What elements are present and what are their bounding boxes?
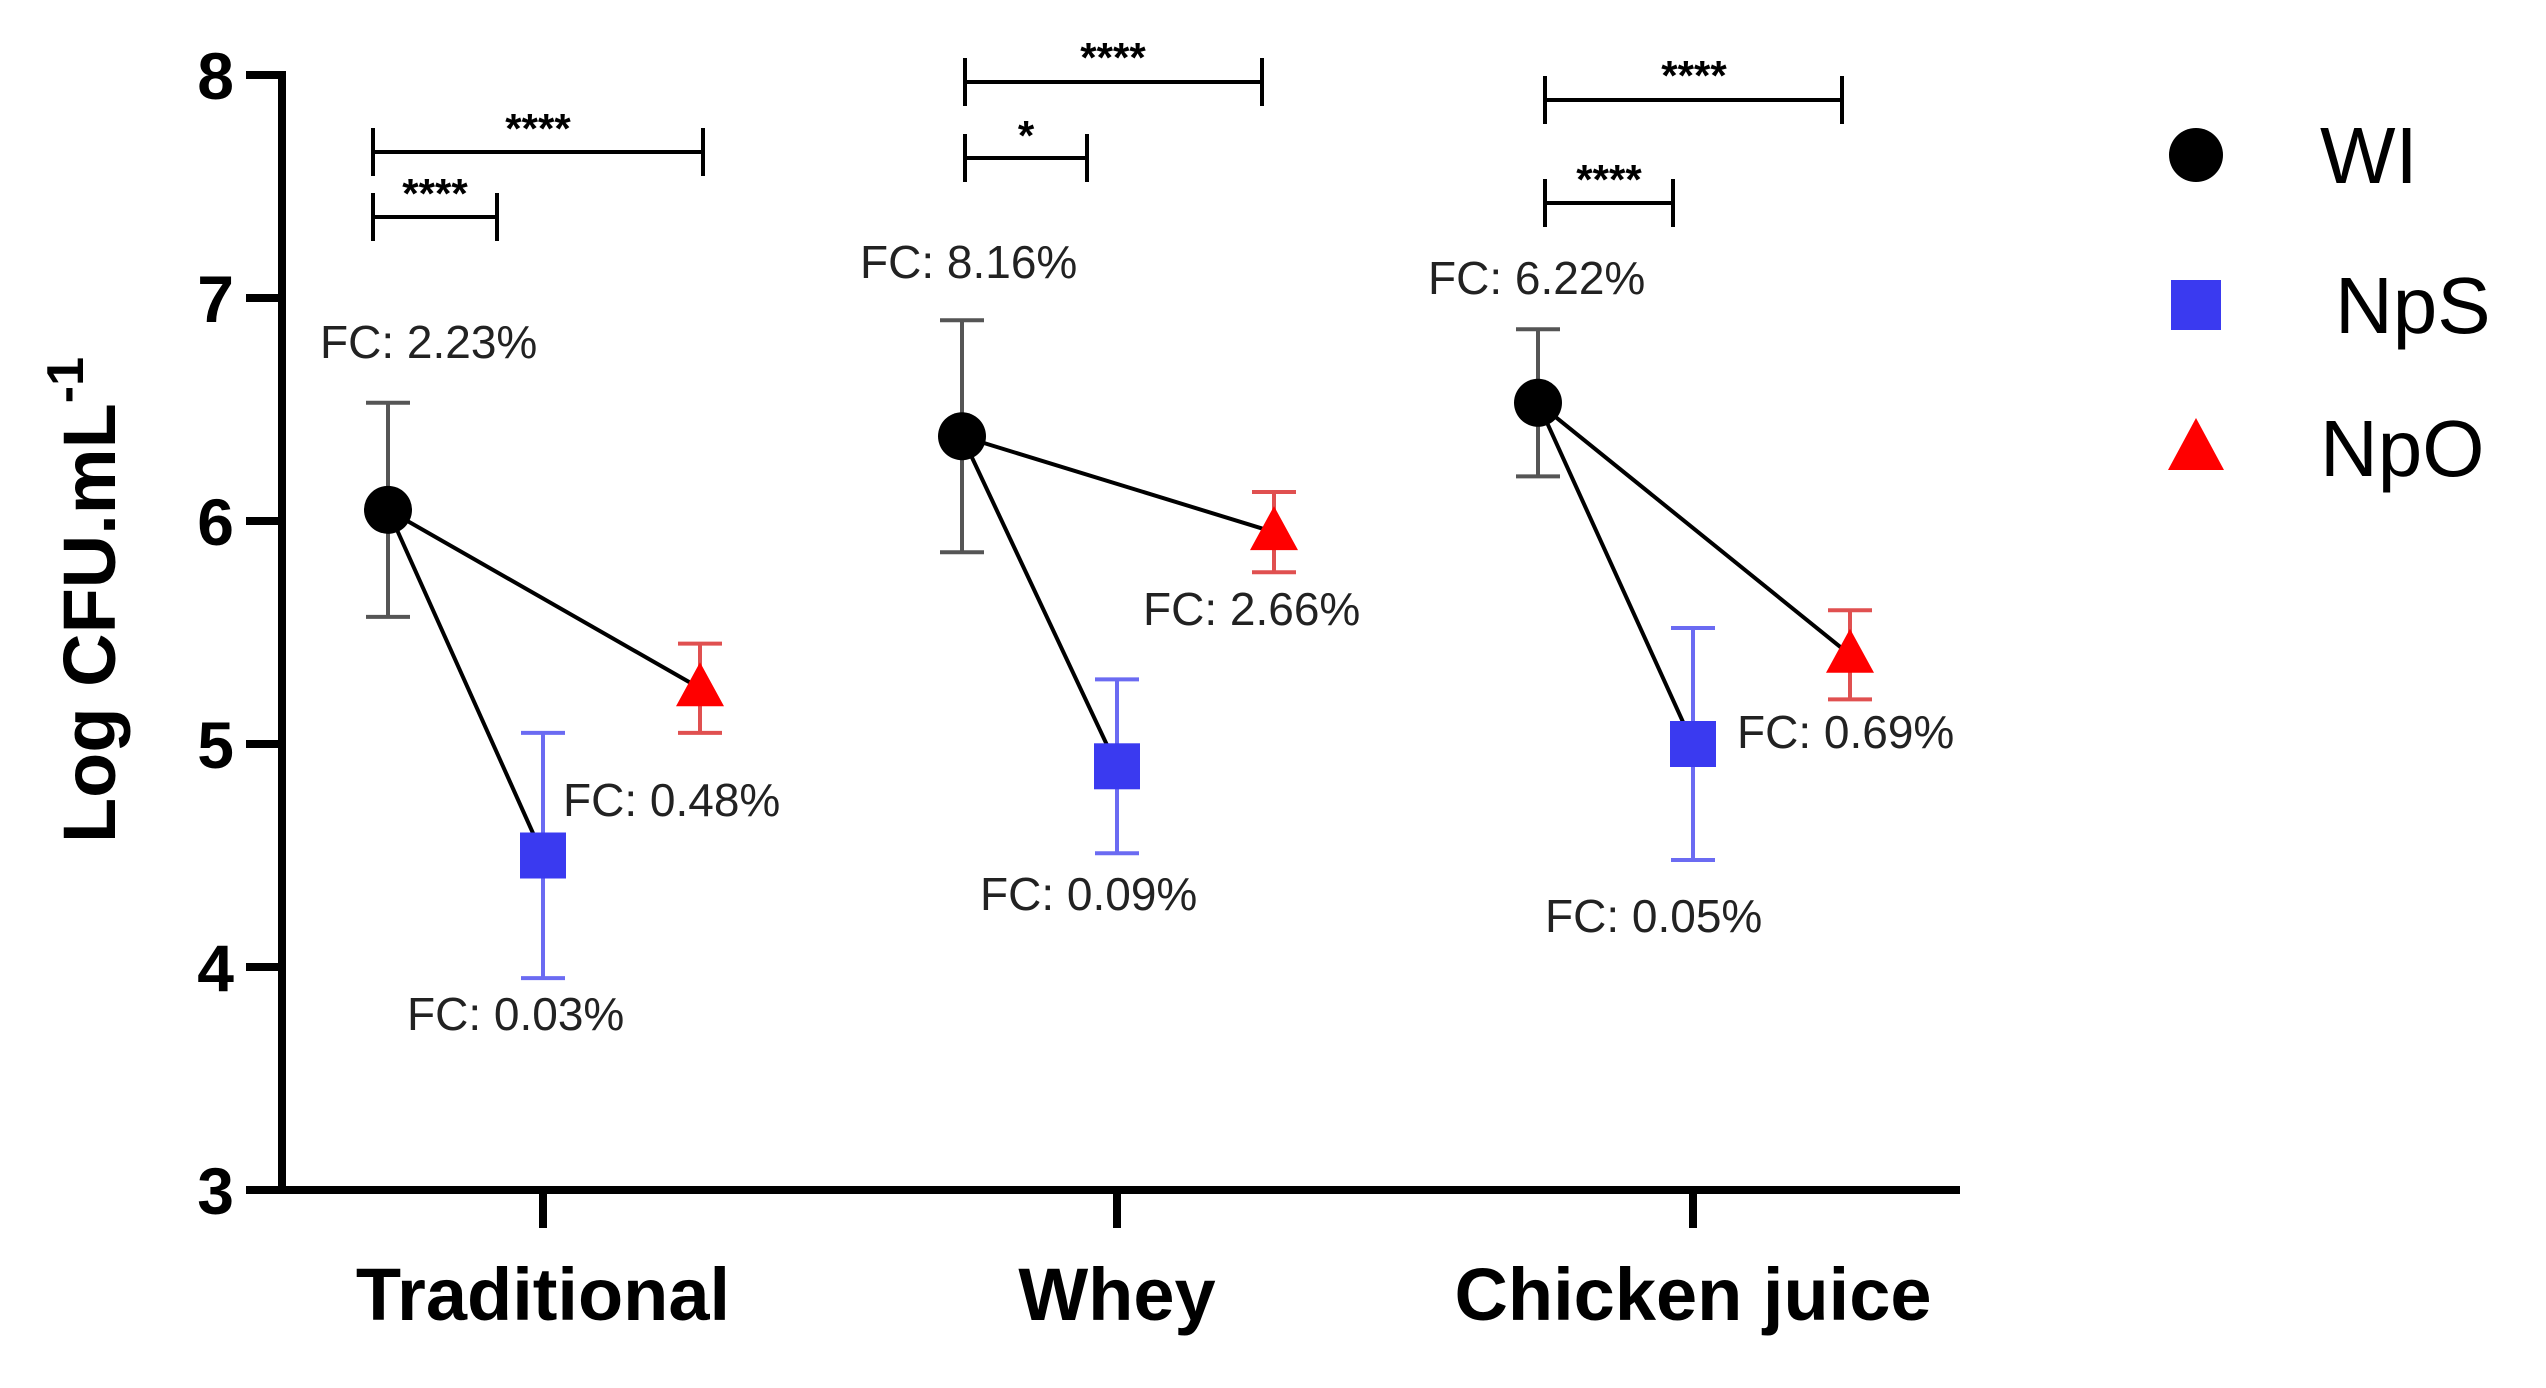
marker-nps-point bbox=[1094, 743, 1140, 790]
significance-label: * bbox=[1018, 112, 1035, 159]
fc-label-nps: FC: 0.03% bbox=[407, 988, 624, 1040]
connector-line-nps bbox=[960, 435, 1119, 768]
connector-line-npo bbox=[1536, 401, 1852, 657]
legend: WI NpS NpO bbox=[2168, 111, 2491, 493]
significance-label: **** bbox=[1576, 156, 1642, 203]
fc-label-wi: FC: 8.16% bbox=[860, 236, 1077, 288]
legend-label-npo: NpO bbox=[2320, 404, 2485, 493]
legend-label-wi: WI bbox=[2320, 111, 2418, 200]
y-tick-label: 4 bbox=[197, 931, 234, 1005]
marker-nps-point bbox=[1670, 721, 1716, 767]
marker-wi-point bbox=[364, 485, 412, 534]
significance-label: **** bbox=[505, 105, 571, 152]
y-tick-label: 7 bbox=[197, 262, 234, 336]
y-axis-label-superscript: -1 bbox=[37, 357, 95, 403]
y-tick-label: 6 bbox=[197, 485, 234, 559]
fc-label-nps: FC: 0.09% bbox=[980, 868, 1197, 920]
marker-npo-point bbox=[1826, 628, 1874, 673]
connector-line-nps bbox=[1536, 401, 1695, 745]
y-tick-label: 5 bbox=[197, 708, 234, 782]
connector-lines bbox=[386, 401, 1852, 857]
fc-label-npo: FC: 2.66% bbox=[1143, 583, 1360, 635]
fc-label-nps: FC: 0.05% bbox=[1545, 890, 1762, 942]
fc-label-wi: FC: 2.23% bbox=[320, 316, 537, 368]
y-tick-label: 3 bbox=[197, 1154, 234, 1228]
x-category-label: Whey bbox=[1018, 1253, 1215, 1336]
significance-brackets: ******** ************* bbox=[371, 34, 1844, 241]
legend-marker-npo bbox=[2168, 418, 2224, 470]
marker-wi-point bbox=[938, 412, 986, 461]
connector-line-npo bbox=[387, 508, 701, 690]
fc-label-npo: FC: 0.48% bbox=[563, 774, 780, 826]
axes: 3 4 5 6 7 8 Traditional Whey Chicken juice Log CF… bbox=[37, 39, 1960, 1336]
significance-label: **** bbox=[1661, 52, 1727, 99]
x-category-label: Traditional bbox=[356, 1253, 730, 1336]
data-markers bbox=[364, 378, 1874, 879]
x-category-label: Chicken juice bbox=[1454, 1253, 1931, 1336]
significance-label: **** bbox=[1080, 34, 1146, 81]
marker-npo-point bbox=[676, 662, 724, 707]
fc-label-npo: FC: 0.69% bbox=[1737, 706, 1954, 758]
legend-label-nps: NpS bbox=[2335, 261, 2491, 350]
significance-label: **** bbox=[402, 170, 468, 217]
connector-line-nps bbox=[386, 509, 545, 857]
legend-marker-wi bbox=[2169, 128, 2223, 182]
marker-wi-point bbox=[1514, 378, 1562, 427]
marker-npo-point bbox=[1250, 506, 1298, 551]
marker-nps-point bbox=[520, 832, 566, 879]
fc-labels: FC: 2.23% FC: 8.16% FC: 6.22% FC: 0.03% FC: … bbox=[320, 236, 1954, 1040]
y-axis-label: Log CFU.mL-1 bbox=[37, 357, 131, 843]
connector-line-npo bbox=[961, 434, 1275, 535]
fc-label-wi: FC: 6.22% bbox=[1428, 252, 1645, 304]
y-tick-label: 8 bbox=[197, 39, 234, 113]
legend-marker-nps bbox=[2171, 280, 2221, 330]
